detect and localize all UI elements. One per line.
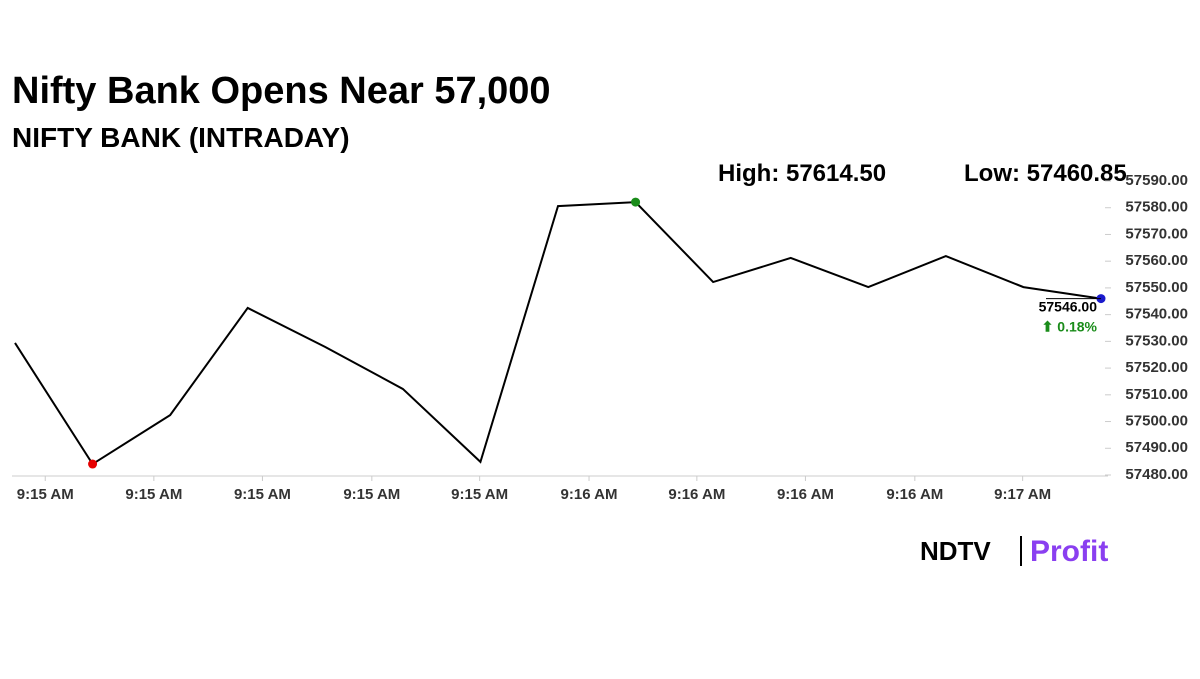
last-value-label: 57546.00 [1039, 299, 1098, 315]
point-marker [631, 197, 641, 207]
y-tick-label: 57530.00 [1125, 332, 1188, 349]
y-tick-label: 57570.00 [1125, 225, 1188, 242]
y-tick-label: 57540.00 [1125, 306, 1188, 323]
chart-title: Nifty Bank Opens Near 57,000 [12, 70, 551, 112]
x-tick-label: 9:15 AM [451, 486, 508, 503]
y-tick-label: 57550.00 [1125, 279, 1188, 296]
x-tick-label: 9:16 AM [668, 486, 725, 503]
y-tick-label: 57520.00 [1125, 359, 1188, 376]
x-tick-label: 9:15 AM [17, 486, 74, 503]
y-tick-label: 57500.00 [1125, 413, 1188, 430]
y-tick-label: 57510.00 [1125, 386, 1188, 403]
point-marker [88, 459, 98, 469]
y-tick-label: 57490.00 [1125, 439, 1188, 456]
change-label: ⬆ 0.18% [1042, 319, 1098, 335]
y-tick-label: 57590.00 [1125, 172, 1188, 189]
x-tick-label: 9:15 AM [343, 486, 400, 503]
y-tick-label: 57560.00 [1125, 252, 1188, 269]
logo-right: Profit [1030, 535, 1108, 568]
x-tick-label: 9:17 AM [994, 486, 1051, 503]
low-label: Low: 57460.85 [964, 160, 1127, 187]
y-tick-label: 57580.00 [1125, 199, 1188, 216]
x-tick-label: 9:15 AM [234, 486, 291, 503]
x-tick-label: 9:15 AM [125, 486, 182, 503]
x-tick-label: 9:16 AM [886, 486, 943, 503]
line-series [14, 201, 1102, 466]
logo-left: NDTV [920, 536, 991, 566]
x-tick-label: 9:16 AM [561, 486, 618, 503]
x-tick-label: 9:16 AM [777, 486, 834, 503]
chart-subtitle: NIFTY BANK (INTRADAY) [12, 122, 350, 153]
y-tick-label: 57480.00 [1125, 466, 1188, 483]
high-label: High: 57614.50 [718, 160, 886, 187]
